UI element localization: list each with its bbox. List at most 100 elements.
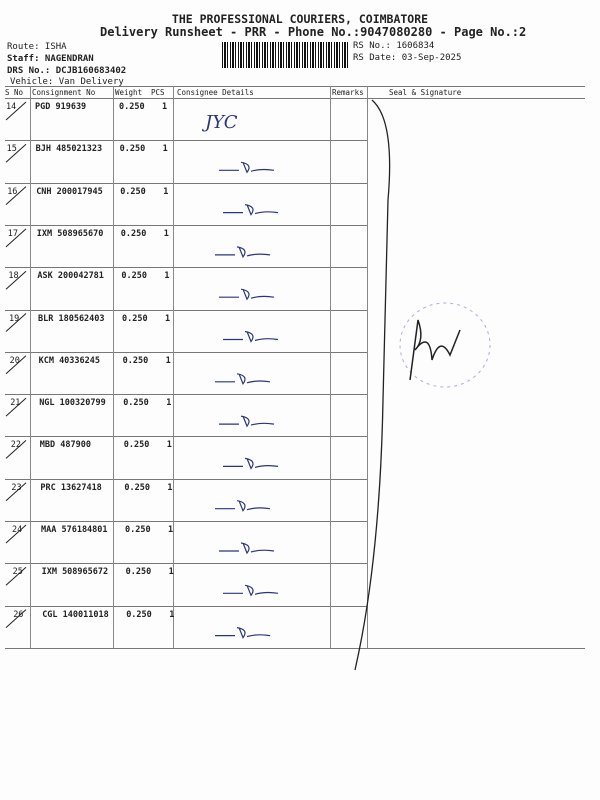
consignment-number: IXM 508965670 [36,228,104,239]
row-divider [5,86,585,87]
consignee-signature [215,500,271,512]
route: Route: ISHA [7,42,67,52]
weight: 0.250 [123,440,150,451]
column-divider [30,86,31,648]
pcs: 1 [162,102,168,112]
consignee-signature [219,161,275,174]
row-sno: 15 [6,144,17,155]
handwritten-note: JYC [205,112,238,133]
consignment-number: PRC 13627418 [40,482,102,493]
pcs: 1 [166,440,172,451]
weight: 0.250 [120,186,146,197]
consignee-signature [223,330,279,343]
consignment-number: KCM 40336245 [38,355,101,366]
pcs: 1 [166,398,172,409]
weight: 0.250 [125,567,152,578]
column-divider [367,86,368,648]
row-sno: 22 [10,440,22,451]
row-divider [5,478,367,480]
consignment-number: MBD 487900 [39,440,91,451]
pcs: 1 [163,228,169,239]
row-sno: 24 [12,525,23,535]
row-divider [5,605,367,607]
row-divider [5,647,585,649]
weight: 0.250 [122,355,149,366]
consignee-signature [215,373,271,386]
pcs: 1 [164,271,170,282]
consignment-number: MAA 576184801 [41,525,108,535]
row-sno: 18 [8,271,19,282]
weight: 0.250 [124,482,150,493]
weight: 0.250 [119,102,145,112]
weight: 0.250 [119,144,146,155]
pcs: 1 [165,355,171,366]
check-tick-mark [5,524,27,544]
row-sno: 21 [10,398,21,409]
consignee-signature [215,246,271,259]
col-remarks: Remarks [332,88,364,97]
consignment-number: IXM 508965672 [41,567,109,578]
row-divider [5,436,367,438]
runsheet-subtitle: Delivery Runsheet - PRR - Phone No.:9047… [100,25,527,39]
row-divider [5,224,367,226]
consignee-signature [215,627,271,639]
row-divider [5,521,367,522]
consignment-number: PGD 919639 [35,102,87,112]
pcs: 1 [168,567,174,578]
weight: 0.250 [125,525,151,535]
check-tick-mark [5,482,27,502]
rs-number: RS No.: 1606834 [353,41,435,51]
check-tick-mark [5,228,27,248]
check-tick-mark [5,355,27,375]
row-divider [5,182,367,184]
check-tick-mark [5,609,27,628]
check-tick-mark [5,397,27,417]
row-sno: 23 [11,482,22,493]
pcs: 1 [162,144,168,155]
company-title: THE PROFESSIONAL COURIERS, COIMBATORE [171,12,429,26]
check-tick-mark [5,440,27,459]
pcs: 1 [167,482,173,493]
pcs: 1 [165,313,171,324]
row-divider [5,140,367,142]
row-divider [5,563,367,565]
consignee-signature [223,457,279,470]
check-tick-mark [5,566,27,586]
consignee-signature [219,288,275,301]
column-divider [330,86,331,648]
weight: 0.250 [126,609,152,620]
stamp-mark [399,302,491,388]
consignee-signature [223,584,279,597]
consignment-number: BJH 485021323 [35,144,103,155]
pcs: 1 [163,186,169,197]
weight: 0.250 [122,313,148,324]
row-sno: 20 [9,355,20,366]
weight: 0.250 [120,228,147,239]
row-sno: 14 [6,102,17,112]
pcs: 1 [169,609,175,620]
consignment-number: CGL 140011018 [42,609,109,620]
drs-number: DRS No.: DCJB160683402 [7,66,127,76]
col-seal: Seal & Signature [389,88,462,97]
check-tick-mark [5,186,27,205]
check-tick-mark [5,143,27,163]
row-sno: 17 [7,228,19,239]
seal-bracket-line [354,99,391,671]
vehicle: Vehicle: Van Delivery [10,77,124,87]
staff: Staff: NAGENDRAN [7,54,94,64]
col-consignee: Consignee Details [177,88,254,97]
consignment-number: ASK 200042781 [37,271,104,282]
row-sno: 19 [9,313,20,324]
seal-signature [409,319,461,381]
consignment-number: CNH 200017945 [36,186,103,197]
weight: 0.250 [123,398,149,409]
pcs: 1 [168,525,174,535]
check-tick-mark [5,270,27,290]
consignee-signature [219,415,275,428]
consignee-signature [223,204,279,216]
rs-date: RS Date: 03-Sep-2025 [353,53,462,63]
weight: 0.250 [121,271,147,282]
row-divider [5,351,367,353]
